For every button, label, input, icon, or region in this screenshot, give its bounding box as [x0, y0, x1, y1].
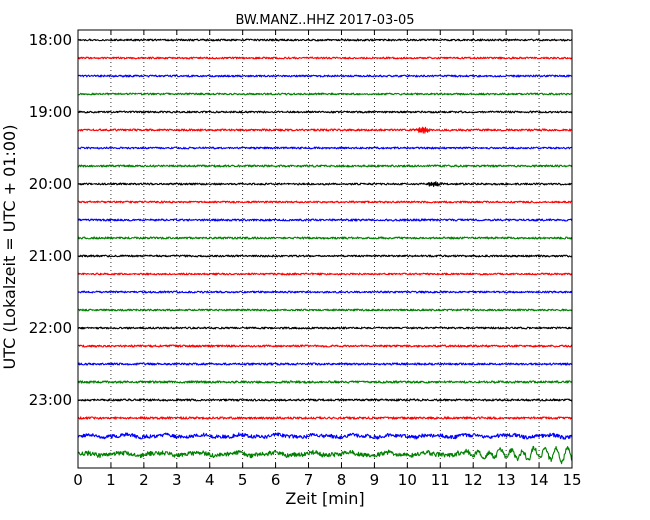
trace-line [77, 308, 573, 312]
trace-line [77, 126, 573, 134]
trace-line [77, 236, 573, 240]
trace-line [77, 254, 573, 258]
y-tick-label: 19:00 [29, 103, 72, 121]
y-tick-label: 18:00 [29, 31, 72, 49]
trace-line [77, 146, 573, 150]
trace-line [77, 164, 573, 168]
trace-line [77, 344, 573, 348]
x-tick-label: 6 [271, 471, 281, 489]
x-tick-label: 2 [139, 471, 149, 489]
trace-line [77, 290, 573, 294]
x-tick-label: 4 [205, 471, 215, 489]
x-tick-label: 15 [562, 471, 581, 489]
trace-line [77, 432, 573, 440]
trace-line [77, 74, 573, 78]
y-axis-label: UTC (Lokalzeit = UTC + 01:00) [0, 125, 19, 370]
x-tick-label: 10 [398, 471, 417, 489]
trace-line [77, 326, 573, 330]
y-tick-label: 23:00 [29, 391, 72, 409]
x-tick-label: 13 [497, 471, 516, 489]
y-tick-label: 20:00 [29, 175, 72, 193]
plot-background [78, 30, 572, 468]
x-axis-label: Zeit [min] [285, 489, 364, 508]
trace-line [77, 362, 573, 366]
plot-frame [77, 29, 573, 469]
x-tick-label: 7 [304, 471, 314, 489]
plot-area: 0 1 2 3 4 5 6 7 8 9 10 11 12 13 14 1518:0019:0020:0021:… [29, 29, 582, 489]
trace-line [77, 56, 573, 60]
y-tick-label: 21:00 [29, 247, 72, 265]
x-tick-label: 1 [106, 471, 116, 489]
y-tick-label: 22:00 [29, 319, 72, 337]
trace-line [77, 416, 573, 420]
trace-line [77, 445, 573, 465]
trace-line [77, 92, 573, 96]
x-tick-label: 11 [431, 471, 450, 489]
x-tick-label: 9 [370, 471, 380, 489]
trace-line [77, 380, 573, 384]
trace-line [77, 398, 573, 402]
x-tick-label: 8 [337, 471, 347, 489]
x-tick-label: 12 [464, 471, 483, 489]
chart-title: BW.MANZ..HHZ 2017-03-05 [235, 13, 414, 28]
x-tick-label: 14 [530, 471, 549, 489]
x-tick-label: 3 [172, 471, 182, 489]
trace-line [77, 200, 573, 204]
trace-line [77, 110, 573, 114]
x-tick-label: 5 [238, 471, 248, 489]
trace-line [77, 272, 573, 276]
trace-line [77, 38, 573, 42]
trace-line [77, 181, 573, 188]
x-tick-label: 0 [73, 471, 83, 489]
trace-line [77, 218, 573, 222]
